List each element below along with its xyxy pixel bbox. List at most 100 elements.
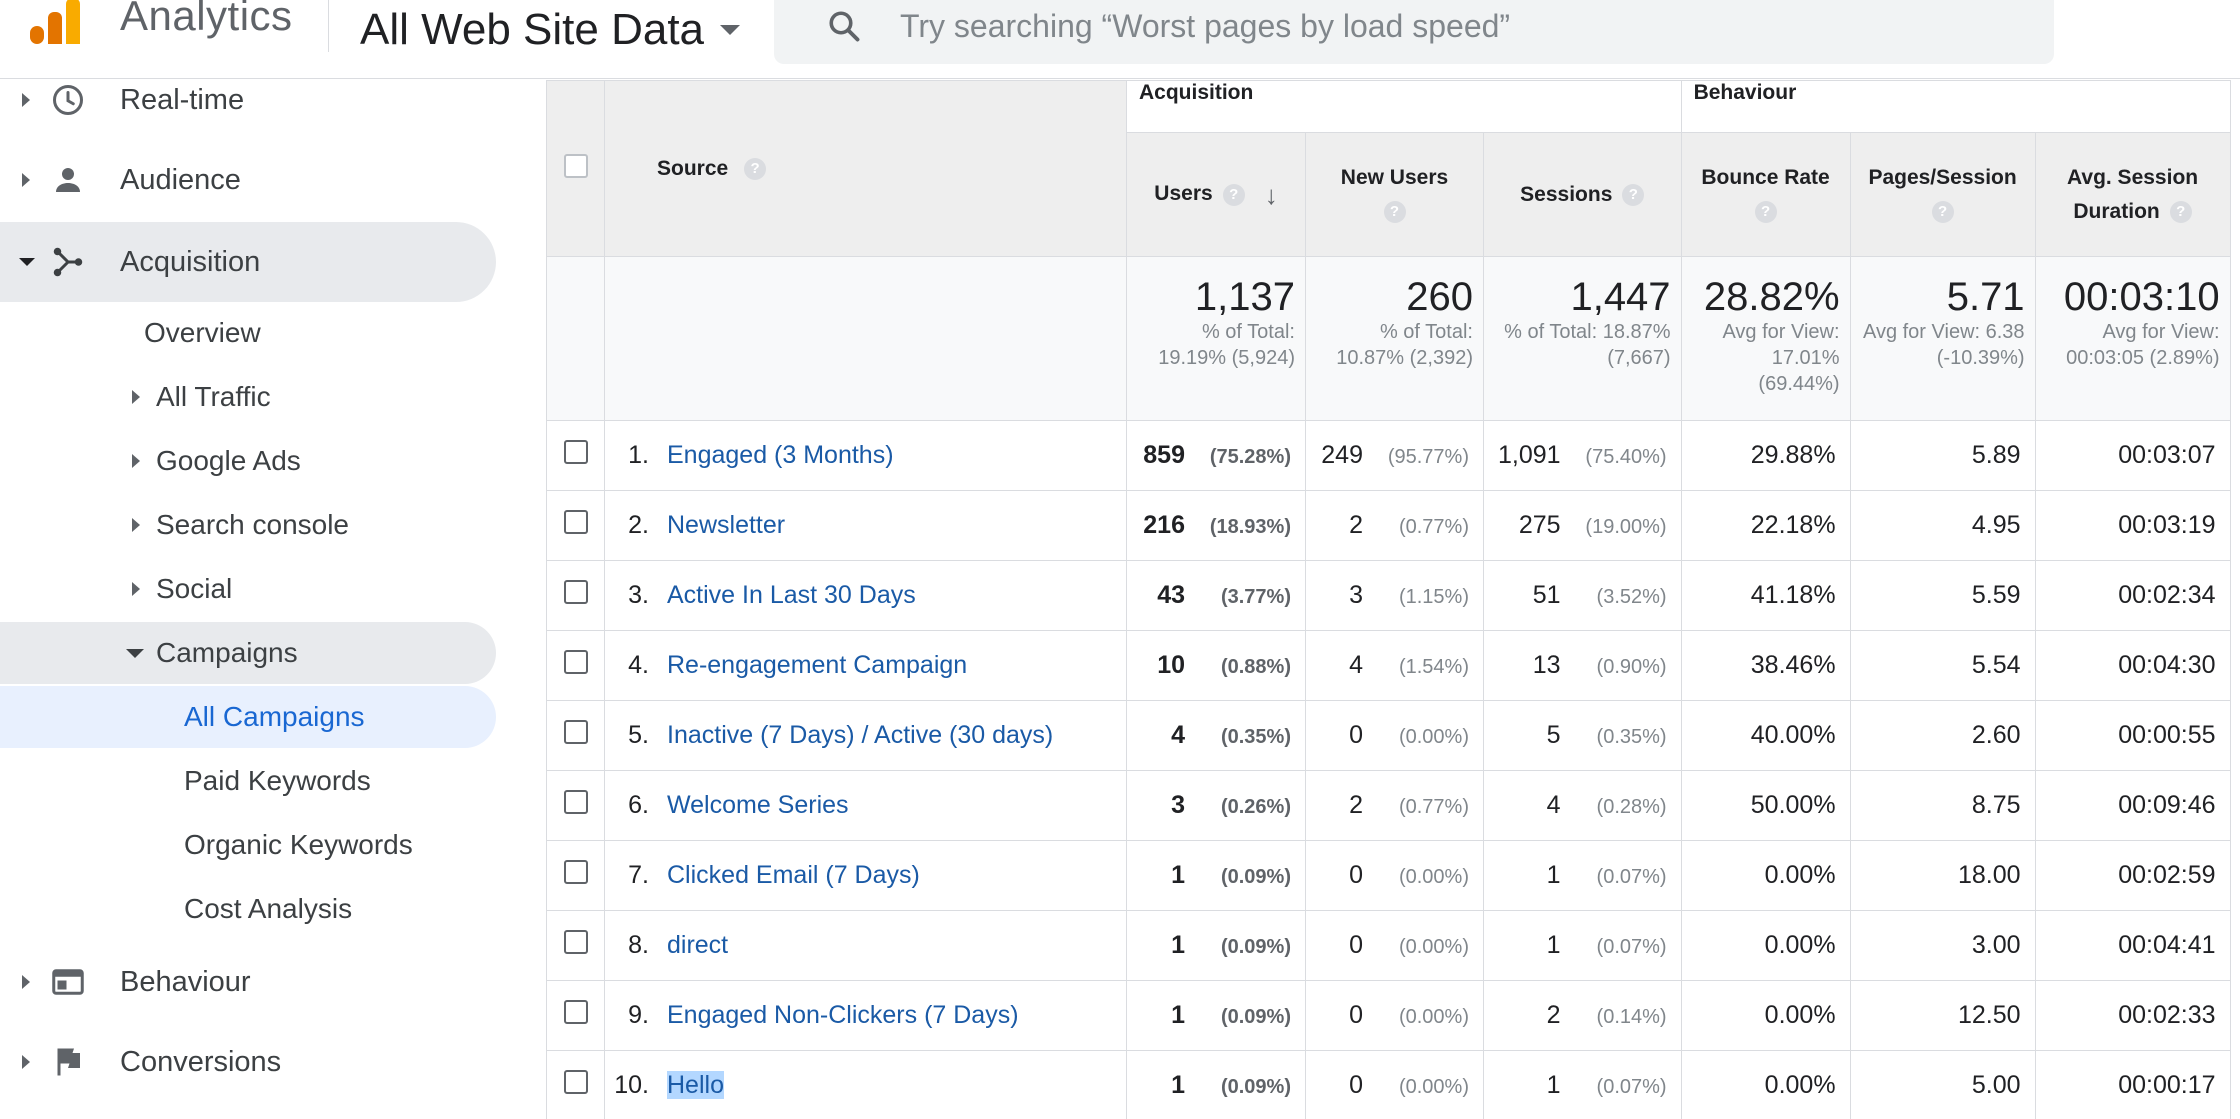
new-users-header[interactable]: New Users ? [1305, 132, 1484, 257]
help-icon[interactable]: ? [2169, 200, 2192, 223]
table-row[interactable]: 3. Active In Last 30 Days 43 (3.77%) 3 (1… [546, 560, 2231, 631]
totals-users: 1,137 % of Total: 19.19% (5,924) [1126, 256, 1306, 421]
row-checkbox[interactable] [563, 510, 588, 534]
table-row[interactable]: 10. Hello 1 (0.09%) 0 (0.00%) 1 (0.07%) 0… [546, 1050, 2231, 1119]
sidebar-item-audience[interactable]: Audience [0, 140, 496, 220]
property-selector[interactable]: All Web Site Data [360, 4, 741, 56]
sidebar-subitem-organic-keywords[interactable]: Organic Keywords [0, 814, 496, 876]
collapse-arrow-icon[interactable] [126, 648, 144, 658]
row-checkbox[interactable] [563, 1000, 588, 1024]
users-cell: 216 (18.93%) [1126, 490, 1306, 561]
sidebar-subitem-paid-keywords[interactable]: Paid Keywords [0, 750, 496, 812]
sidebar-subitem-social[interactable]: Social [0, 558, 496, 620]
help-icon[interactable]: ? [1222, 183, 1245, 206]
sessions-cell: 2 (0.14%) [1483, 980, 1682, 1051]
avg-duration-header[interactable]: Avg. Session Duration? [2034, 132, 2231, 257]
new-users-percent: (0.77%) [1398, 516, 1469, 538]
users-value: 859 [1143, 441, 1185, 469]
source-link[interactable]: Active In Last 30 Days [667, 581, 916, 609]
expand-arrow-icon[interactable] [22, 173, 30, 187]
expand-arrow-icon[interactable] [22, 975, 30, 989]
row-checkbox[interactable] [563, 1070, 588, 1094]
sidebar-subitem-overview[interactable]: Overview [0, 302, 496, 364]
sidebar-item-acquisition[interactable]: Acquisition [0, 222, 496, 302]
sidebar-subitem-cost-analysis[interactable]: Cost Analysis [0, 878, 496, 940]
help-icon[interactable]: ? [744, 157, 767, 180]
row-checkbox[interactable] [563, 440, 588, 464]
sessions-percent: (3.52%) [1596, 586, 1667, 608]
source-link[interactable]: Newsletter [667, 511, 786, 539]
expand-arrow-icon[interactable] [132, 518, 140, 532]
source-link[interactable]: Inactive (7 Days) / Active (30 days) [667, 721, 1054, 749]
pages-session-cell: 5.00 [1849, 1050, 2036, 1119]
sidebar-subitem-campaigns[interactable]: Campaigns [0, 622, 496, 684]
new-users-percent: (0.00%) [1398, 866, 1469, 888]
pages-session-header[interactable]: Pages/Session ? [1849, 132, 2036, 257]
expand-arrow-icon[interactable] [22, 93, 30, 107]
source-link[interactable]: direct [667, 931, 729, 959]
table-row[interactable]: 5. Inactive (7 Days) / Active (30 days) 4… [546, 700, 2231, 771]
source-link[interactable]: Hello [667, 1071, 724, 1099]
table-row[interactable]: 1. Engaged (3 Months) 859 (75.28%) 249 (9… [546, 420, 2231, 491]
new-users-value: 2 [1349, 511, 1363, 539]
expand-arrow-icon[interactable] [132, 582, 140, 596]
table-row[interactable]: 4. Re-engagement Campaign 10 (0.88%) 4 (1… [546, 630, 2231, 701]
bounce-rate-header[interactable]: Bounce Rate ? [1680, 132, 1851, 257]
sidebar-subitem-all-campaigns[interactable]: All Campaigns [0, 686, 496, 748]
avg-duration-header-label-1: Avg. Session [2067, 165, 2199, 189]
expand-arrow-icon[interactable] [22, 1055, 30, 1069]
users-value: 10 [1157, 651, 1185, 679]
table-row[interactable]: 8. direct 1 (0.09%) 0 (0.00%) 1 (0.07%) 0… [546, 910, 2231, 981]
source-link[interactable]: Welcome Series [667, 791, 849, 819]
expand-arrow-icon[interactable] [132, 390, 140, 404]
table-row[interactable]: 6. Welcome Series 3 (0.26%) 2 (0.77%) 4 (… [546, 770, 2231, 841]
row-select-cell [546, 490, 605, 561]
total-subtext: Avg for View: 6.38 (-10.39%) [1862, 321, 2025, 369]
search-box[interactable] [774, 0, 2054, 64]
users-header[interactable]: Users? ↓ [1126, 132, 1306, 257]
source-link[interactable]: Re-engagement Campaign [667, 651, 968, 679]
sort-descending-icon[interactable]: ↓ [1264, 179, 1278, 210]
totals-new-users: 260 % of Total: 10.87% (2,392) [1305, 256, 1484, 421]
sidebar-item-behaviour[interactable]: Behaviour [0, 942, 496, 1022]
sidebar-subitem-search-console[interactable]: Search console [0, 494, 496, 556]
help-icon[interactable]: ? [1383, 200, 1406, 223]
bounce-rate-cell: 0.00% [1680, 910, 1851, 981]
row-checkbox[interactable] [563, 650, 588, 674]
source-link[interactable]: Engaged (3 Months) [667, 441, 894, 469]
sidebar-item-realtime[interactable]: Real-time [0, 60, 496, 140]
help-icon[interactable]: ? [1931, 200, 1954, 223]
analytics-logo[interactable] [30, 0, 82, 44]
table-row[interactable]: 2. Newsletter 216 (18.93%) 2 (0.77%) 275 … [546, 490, 2231, 561]
new-users-value: 0 [1349, 1001, 1363, 1029]
avg-duration-header-label-2: Duration [2073, 199, 2160, 223]
sidebar-subitem-all-traffic[interactable]: All Traffic [0, 366, 496, 428]
users-percent: (0.09%) [1220, 1006, 1291, 1028]
source-cell: 9. Engaged Non-Clickers (7 Days) [604, 980, 1127, 1051]
row-checkbox[interactable] [563, 720, 588, 744]
source-cell: 10. Hello [604, 1050, 1127, 1119]
help-icon[interactable]: ? [1622, 183, 1645, 206]
sidebar-item-conversions[interactable]: Conversions [0, 1022, 496, 1102]
sidebar-subitem-google-ads[interactable]: Google Ads [0, 430, 496, 492]
source-link[interactable]: Engaged Non-Clickers (7 Days) [667, 1001, 1019, 1029]
source-header[interactable]: Source ? [604, 80, 1127, 257]
help-icon[interactable]: ? [1754, 200, 1777, 223]
expand-arrow-icon[interactable] [132, 454, 140, 468]
bounce-rate-cell: 0.00% [1680, 840, 1851, 911]
source-link[interactable]: Clicked Email (7 Days) [667, 861, 920, 889]
sidebar-subitem-label: Google Ads [156, 445, 301, 476]
search-input[interactable] [900, 6, 2000, 46]
sessions-header[interactable]: Sessions? [1483, 132, 1682, 257]
row-checkbox[interactable] [563, 790, 588, 814]
row-checkbox[interactable] [563, 860, 588, 884]
select-all-checkbox[interactable] [563, 153, 588, 178]
bounce-rate-cell: 38.46% [1680, 630, 1851, 701]
table-row[interactable]: 9. Engaged Non-Clickers (7 Days) 1 (0.09%… [546, 980, 2231, 1051]
table-row[interactable]: 7. Clicked Email (7 Days) 1 (0.09%) 0 (0.… [546, 840, 2231, 911]
row-checkbox[interactable] [563, 930, 588, 954]
collapse-arrow-icon[interactable] [19, 258, 35, 266]
new-users-percent: (95.77%) [1387, 446, 1469, 468]
users-value: 1 [1171, 931, 1185, 959]
row-checkbox[interactable] [563, 580, 588, 604]
